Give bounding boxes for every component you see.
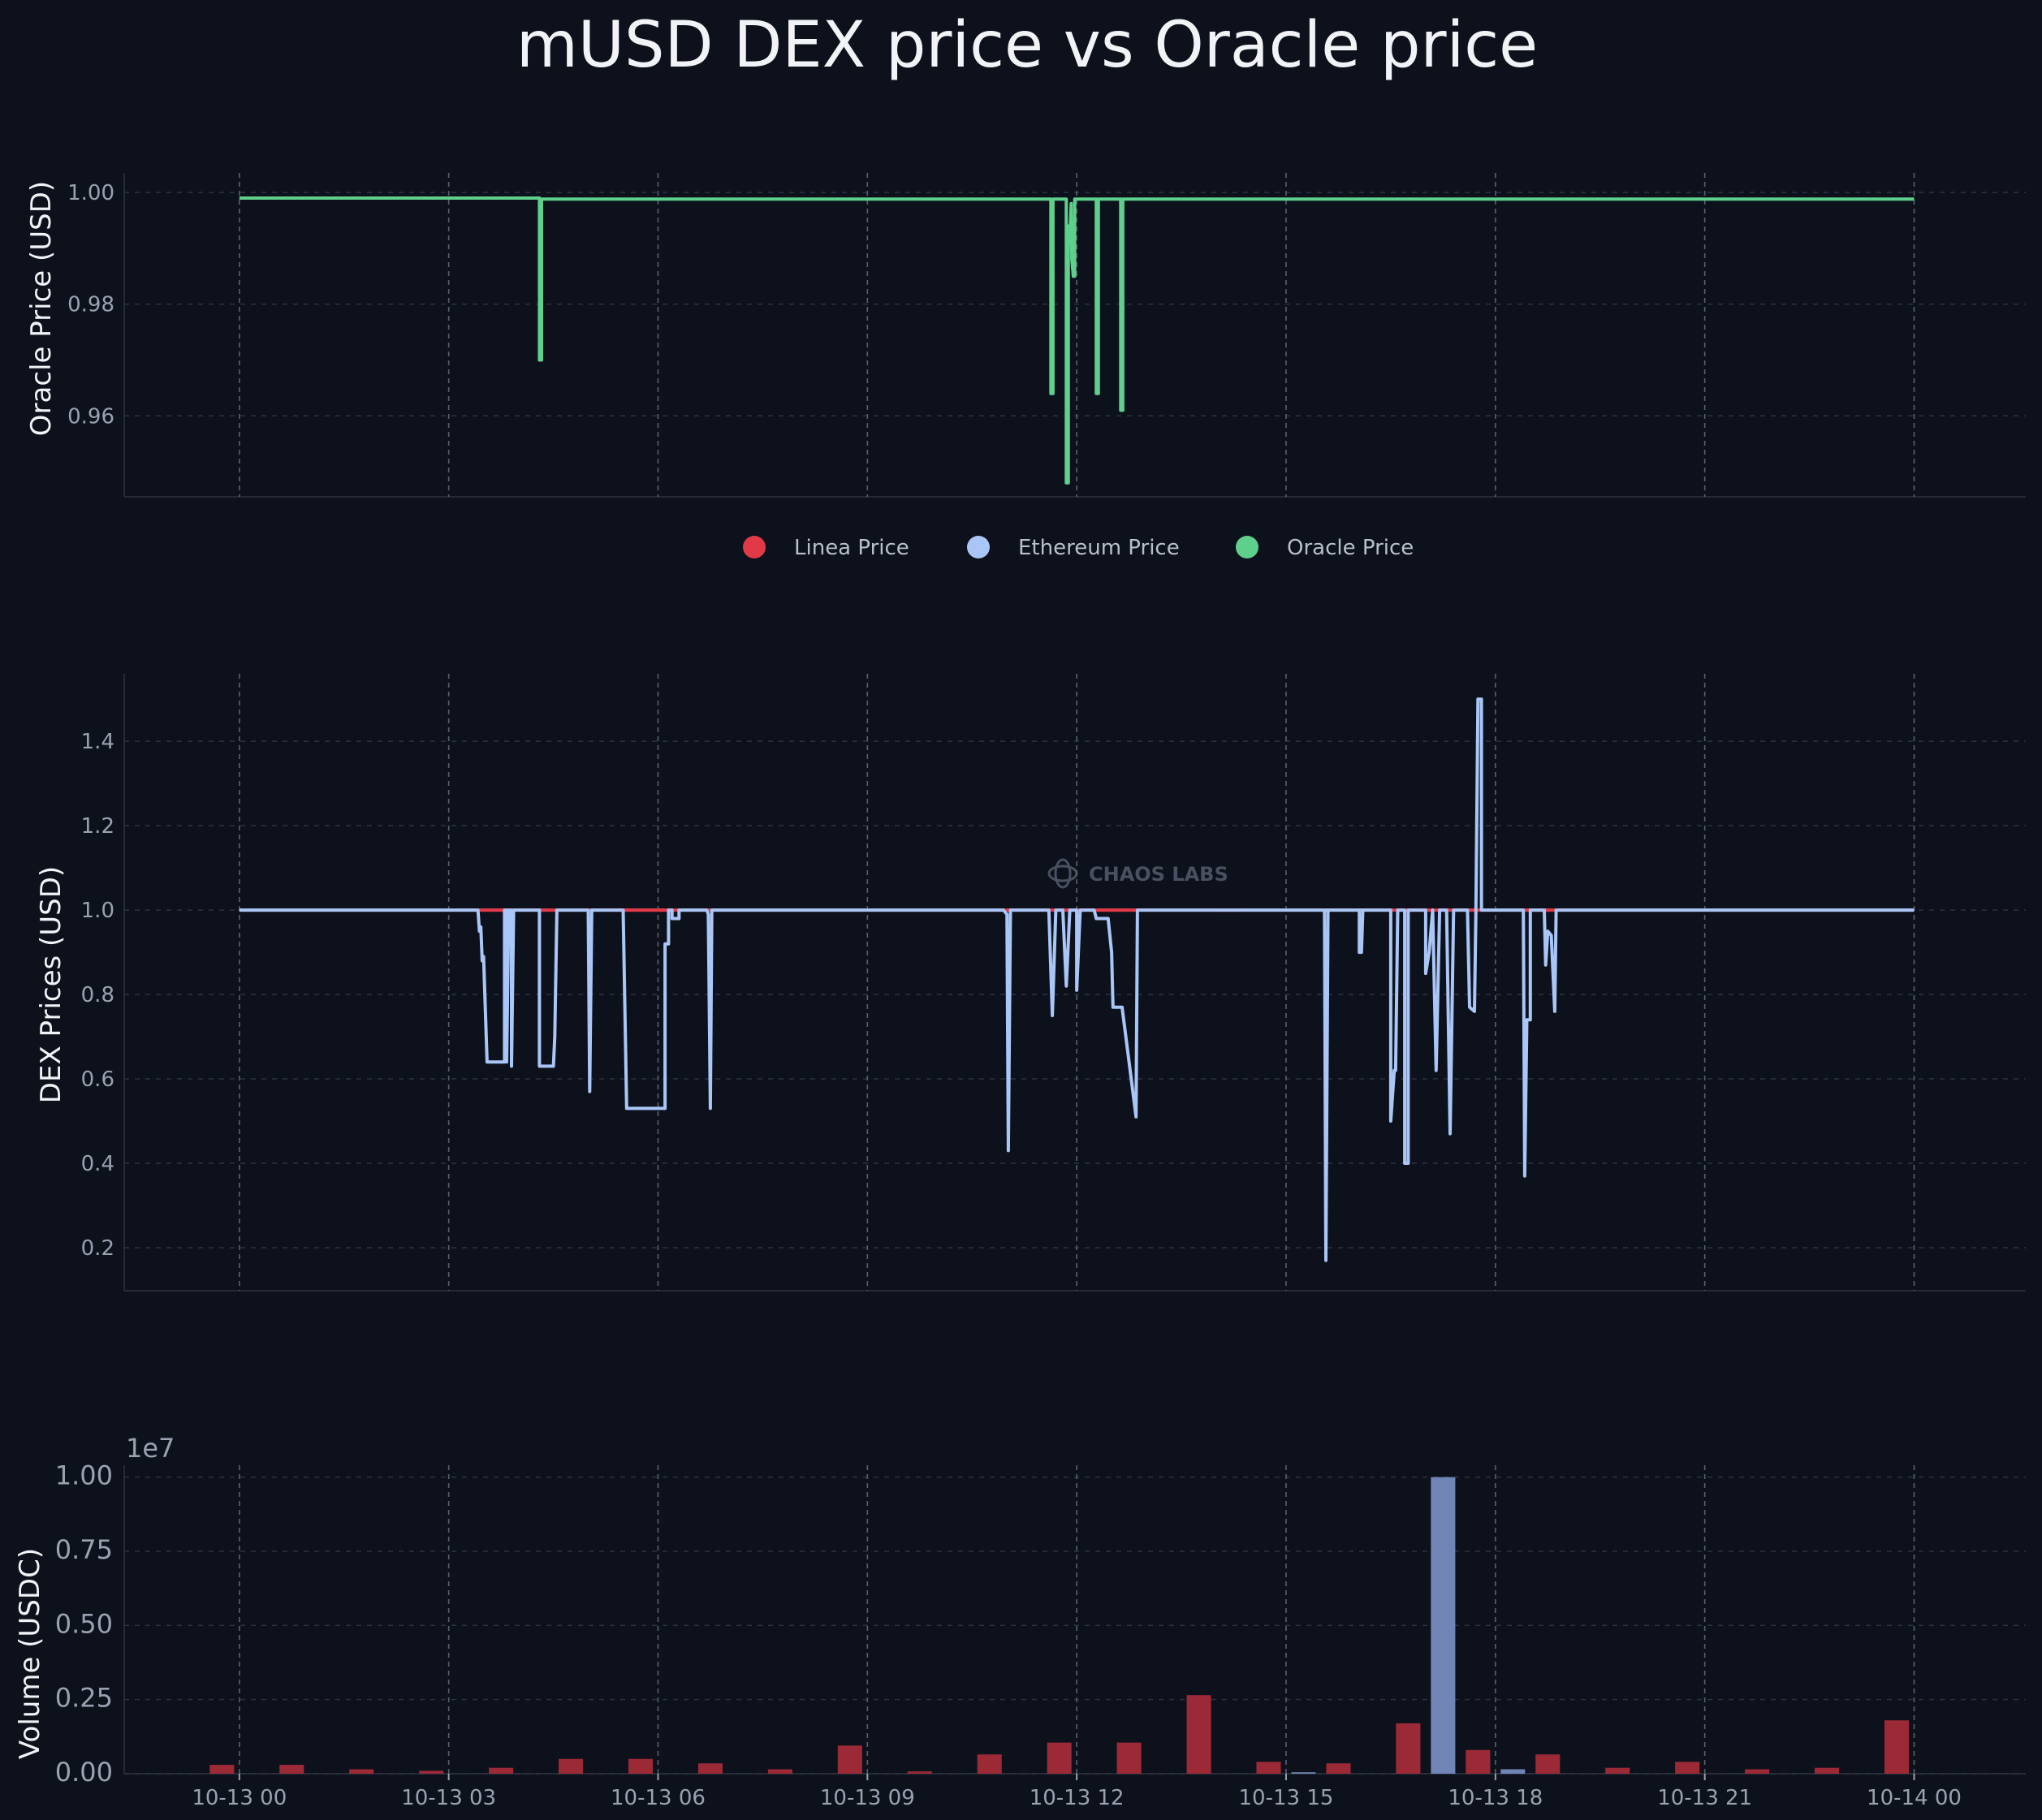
legend-label-ethereum: Ethereum Price	[1018, 536, 1180, 560]
watermark-text: CHAOS LABS	[1089, 863, 1228, 886]
linea-price-volume-bar	[419, 1770, 444, 1774]
linea-price-volume-bar	[1815, 1767, 1840, 1774]
x-tick-label: 10-13 18	[1448, 1786, 1543, 1810]
y-tick-label: 0.75	[55, 1534, 113, 1565]
ethereum-price-volume-bar	[1431, 1477, 1456, 1774]
legend-label-oracle: Oracle Price	[1287, 536, 1414, 560]
watermark-logo-icon	[1054, 858, 1072, 889]
linea-price-volume-bar	[1605, 1767, 1630, 1774]
linea-price-volume-bar	[977, 1754, 1002, 1774]
x-tick-label: 10-13 15	[1239, 1786, 1334, 1810]
volume-offset-text: 1e7	[126, 1433, 175, 1464]
linea-price-volume-bar	[1745, 1769, 1770, 1774]
linea-price-volume-bar	[1675, 1762, 1700, 1774]
y-tick-label: 0.2	[81, 1236, 114, 1261]
ethereum-price-volume-bar	[1291, 1772, 1316, 1774]
x-tick-label: 10-13 09	[820, 1786, 915, 1810]
y-tick-label: 1.00	[67, 181, 114, 205]
legend-dot-linea	[743, 536, 766, 559]
y-tick-label: 0.98	[67, 293, 114, 317]
y-tick-label: 1.2	[81, 814, 114, 839]
ethereum-price-volume-bar	[1500, 1769, 1526, 1774]
legend: Linea Price Ethereum Price Oracle Price	[743, 536, 1414, 560]
y-tick-label: 0.6	[81, 1067, 114, 1092]
y-tick-label: 0.00	[55, 1757, 113, 1788]
x-tick-label: 10-14 00	[1867, 1786, 1962, 1810]
linea-price-volume-bar	[1047, 1742, 1072, 1774]
volume-ylabel: Volume (USDC)	[14, 1548, 46, 1759]
linea-price-volume-bar	[209, 1765, 235, 1774]
legend-label-linea: Linea Price	[794, 536, 909, 560]
y-tick-label: 1.0	[81, 899, 114, 923]
dex-price-panel: DEX Prices (USD) CHAOS LABS 0.2 0.4 0.6 0.8…	[35, 674, 2026, 1292]
oracle-price-line	[239, 196, 1915, 485]
y-tick-label: 0.50	[55, 1608, 113, 1639]
y-tick-label: 1.4	[81, 730, 114, 754]
linea-price-volume-bar	[1186, 1695, 1211, 1774]
x-tick-label: 10-13 03	[401, 1786, 496, 1810]
linea-price-volume-bar	[1884, 1720, 1910, 1774]
oracle-price-panel: Oracle Price (USD) 0.96 0.98 1.00	[25, 173, 2026, 498]
linea-price-volume-bar	[628, 1758, 654, 1774]
volume-panel: Volume (USDC) 1e7 0.00 0.25 0.50 0.75 1.00 10…	[14, 1433, 2026, 1810]
y-tick-label: 0.25	[55, 1683, 113, 1714]
linea-price-volume-bar	[767, 1769, 792, 1774]
linea-price-volume-bar	[1326, 1763, 1351, 1774]
x-tick-label: 10-13 06	[611, 1786, 706, 1810]
linea-price-volume-bar	[907, 1771, 932, 1774]
linea-price-volume-bar	[489, 1767, 514, 1774]
x-tick-label: 10-13 00	[192, 1786, 287, 1810]
x-tick-label: 10-13 12	[1030, 1786, 1125, 1810]
y-tick-label: 0.96	[67, 404, 114, 429]
y-tick-label: 1.00	[55, 1460, 113, 1491]
ethereum-price-line	[239, 697, 1915, 1262]
linea-price-volume-bar	[697, 1763, 723, 1774]
linea-price-volume-bar	[349, 1769, 374, 1774]
linea-price-volume-bar	[279, 1765, 304, 1774]
dex-ylabel: DEX Prices (USD)	[35, 866, 67, 1103]
linea-price-volume-bar	[1256, 1762, 1281, 1774]
y-tick-label: 0.4	[81, 1152, 114, 1176]
y-tick-label: 0.8	[81, 983, 114, 1007]
linea-price-volume-bar	[1396, 1723, 1421, 1774]
linea-price-volume-bar	[559, 1758, 584, 1774]
legend-dot-oracle	[1236, 536, 1258, 559]
linea-price-volume-bar	[1535, 1754, 1561, 1774]
legend-dot-ethereum	[967, 536, 990, 559]
linea-price-volume-bar	[837, 1745, 862, 1774]
oracle-ylabel: Oracle Price (USD)	[25, 181, 58, 436]
linea-price-volume-bar	[1466, 1749, 1491, 1774]
chart-title: mUSD DEX price vs Oracle price	[516, 9, 1538, 82]
x-tick-label: 10-13 21	[1657, 1786, 1752, 1810]
linea-price-volume-bar	[1116, 1742, 1142, 1774]
watermark: CHAOS LABS	[1047, 858, 1228, 889]
